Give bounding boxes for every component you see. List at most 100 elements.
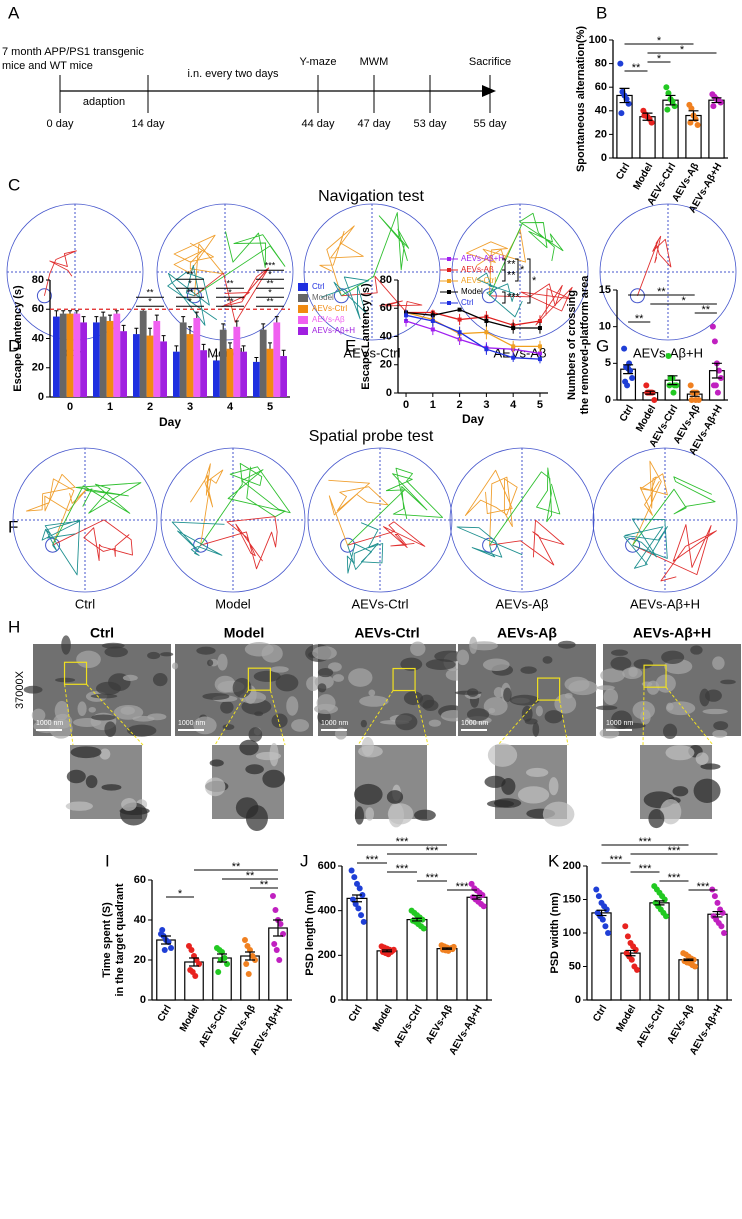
scale-bar [461, 729, 487, 731]
significance-label: ** [226, 279, 234, 289]
y-tick-label: 40 [134, 914, 146, 926]
error-bar [81, 316, 86, 323]
data-point [599, 916, 606, 923]
em-texture [222, 724, 235, 730]
data-point [709, 886, 716, 893]
swim-path [346, 522, 384, 574]
error-bar [245, 951, 255, 961]
group-label: AEVs-Aβ+H [630, 596, 700, 611]
data-point [215, 969, 222, 975]
panel-letter: C [8, 175, 20, 194]
y-tick-label: 15 [599, 284, 611, 296]
error-bar [217, 953, 227, 963]
bar [59, 313, 67, 397]
x-tick-label: 2 [457, 399, 463, 411]
y-tick-label: 60 [134, 874, 146, 886]
data-point [271, 941, 278, 947]
x-tick-label: AEVs-Aβ [227, 1003, 258, 1046]
x-tick-label: AEVs-Aβ [424, 1003, 455, 1046]
significance-label: ** [186, 288, 194, 298]
swim-path [456, 526, 523, 558]
data-point [719, 909, 726, 916]
em-texture [386, 790, 404, 804]
bar [376, 950, 398, 1001]
y-tick-label: 10 [599, 321, 611, 333]
data-point [663, 84, 670, 91]
em-texture [633, 659, 654, 669]
bar [186, 334, 194, 397]
em-texture [503, 687, 512, 702]
group-label: AEVs-Aβ+H [633, 625, 711, 641]
x-tick-label: 4 [510, 399, 517, 411]
data-point [643, 382, 650, 389]
data-point [622, 923, 629, 930]
bar [73, 313, 81, 397]
error-bar [161, 335, 166, 342]
y-tick-label: 80 [380, 274, 392, 286]
bar [139, 310, 147, 397]
error-bar [174, 345, 179, 352]
x-tick-label: Ctrl [591, 1003, 609, 1024]
significance-label: *** [426, 845, 440, 857]
swim-path [43, 250, 77, 296]
series-line [405, 314, 540, 360]
x-tick-label: Ctrl [156, 1003, 174, 1024]
em-texture [704, 689, 722, 702]
scale-bar [606, 729, 632, 731]
swim-path [489, 467, 561, 546]
bar [268, 927, 288, 1001]
data-point [354, 880, 360, 887]
em-texture [360, 719, 367, 728]
data-point [687, 119, 694, 126]
bar [160, 341, 167, 397]
significance-label: *** [668, 845, 682, 857]
error-bar [221, 323, 226, 330]
em-texture [314, 703, 339, 714]
error-bar [625, 949, 636, 957]
error-bar [654, 900, 665, 906]
section-title: Navigation test [318, 188, 424, 205]
em-texture [712, 729, 728, 738]
em-texture [269, 742, 279, 767]
x-tick-label: 1 [430, 399, 436, 411]
em-texture [104, 646, 128, 658]
data-point [664, 106, 671, 113]
timeline-day: 44 day [301, 118, 335, 130]
scale-label: 1000 nm [461, 720, 488, 727]
data-point [355, 905, 362, 912]
zoom-line [86, 683, 144, 746]
em-texture [261, 644, 283, 663]
group-label: AEVs-Aβ+H [633, 345, 703, 360]
data-point [352, 900, 359, 907]
error-bar [442, 947, 452, 950]
em-texture [196, 646, 216, 655]
error-bar [189, 957, 199, 967]
swim-path [171, 521, 225, 556]
scale-label: 1000 nm [178, 720, 205, 727]
em-texture [101, 784, 122, 791]
x-tick-label: Model [178, 1003, 202, 1034]
em-texture [253, 670, 281, 682]
error-bar [241, 345, 246, 352]
swim-path [341, 275, 423, 312]
data-point [273, 947, 280, 953]
zoom-line [559, 699, 569, 746]
em-texture [693, 778, 721, 803]
data-point [641, 112, 648, 119]
y-axis-label: Spontaneous alternation(%) [575, 26, 587, 172]
bar [226, 348, 234, 397]
error-bar [274, 316, 279, 323]
bar [146, 335, 154, 397]
data-point [710, 103, 717, 110]
em-texture [317, 667, 334, 678]
y-tick-label: 60 [32, 303, 44, 315]
swim-path [41, 519, 81, 576]
em-texture [270, 666, 289, 673]
em-texture [90, 693, 118, 699]
significance-label: ** [226, 297, 234, 307]
em-texture [70, 746, 102, 759]
legend-marker [447, 301, 451, 305]
bar [133, 334, 140, 397]
data-point [663, 913, 670, 920]
em-texture [65, 801, 93, 811]
